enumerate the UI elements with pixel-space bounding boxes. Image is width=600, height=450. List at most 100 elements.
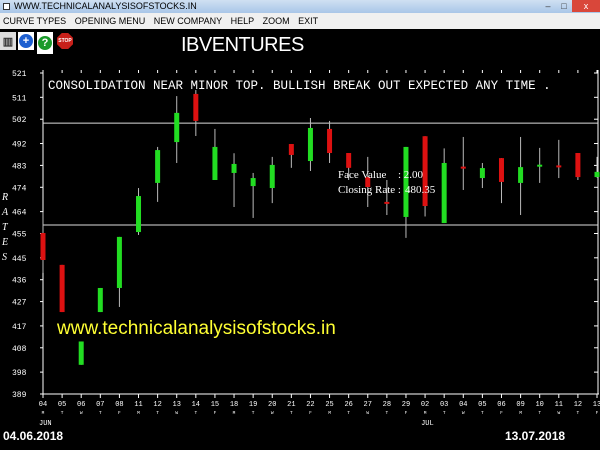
x-tick-label: 09 bbox=[516, 401, 524, 409]
weekday-label: F bbox=[596, 410, 599, 416]
y-axis-label-letter: T bbox=[2, 222, 9, 233]
x-tick-label: 21 bbox=[287, 401, 295, 409]
weekday-label: F bbox=[118, 410, 121, 416]
weekday-label: T bbox=[538, 410, 541, 416]
candle-body bbox=[193, 93, 199, 121]
candle-body bbox=[384, 201, 390, 204]
candle-body bbox=[97, 287, 103, 313]
x-tick-label: 12 bbox=[574, 401, 582, 409]
x-tick-label: 19 bbox=[249, 401, 257, 409]
book-icon[interactable]: ▥ bbox=[0, 32, 16, 50]
face-value: : 2.00 bbox=[398, 169, 424, 181]
x-tick-label: 06 bbox=[77, 401, 85, 409]
candle-body bbox=[575, 153, 581, 178]
x-tick-label: 27 bbox=[364, 401, 372, 409]
weekday-label: M bbox=[137, 410, 140, 416]
help-icon[interactable]: ? bbox=[37, 32, 53, 54]
closing-rate: 480.35 bbox=[405, 184, 436, 196]
weekday-label: W bbox=[557, 410, 560, 416]
candle-body bbox=[231, 163, 237, 173]
y-tick-label: 474 bbox=[12, 184, 27, 193]
x-tick-label: 08 bbox=[115, 401, 123, 409]
weekday-label: T bbox=[252, 410, 255, 416]
minimize-button[interactable]: – bbox=[545, 1, 551, 11]
weekday-label: M bbox=[42, 410, 45, 416]
chart-title: CONSOLIDATION NEAR MINOR TOP. BULLISH BR… bbox=[48, 79, 551, 93]
y-axis-label-letter: E bbox=[1, 237, 8, 248]
weekday-label: T bbox=[443, 410, 446, 416]
x-tick-label: 28 bbox=[383, 401, 391, 409]
weekday-label: T bbox=[290, 410, 293, 416]
candle-body bbox=[78, 341, 84, 365]
app-icon bbox=[3, 3, 10, 10]
x-tick-label: 13 bbox=[593, 401, 600, 409]
close-button[interactable]: x bbox=[572, 0, 600, 12]
y-axis-label-letter: A bbox=[1, 207, 9, 218]
candle-body bbox=[365, 177, 371, 188]
candle-body bbox=[59, 264, 65, 313]
menu-opening-menu[interactable]: OPENING MENU bbox=[74, 16, 146, 26]
weekday-label: F bbox=[309, 410, 312, 416]
menu-curve-types[interactable]: CURVE TYPES bbox=[3, 16, 67, 26]
x-tick-label: 22 bbox=[306, 401, 314, 409]
menu-help[interactable]: HELP bbox=[230, 16, 255, 26]
candle-body bbox=[346, 153, 352, 168]
closing-rate-label: Closing Rate : bbox=[338, 184, 401, 196]
x-tick-label: 14 bbox=[192, 401, 200, 409]
window-title: WWW.TECHNICALANALYSISOFSTOCKS.IN bbox=[14, 1, 197, 11]
weekday-label: W bbox=[80, 410, 83, 416]
end-date: 13.07.2018 bbox=[505, 429, 566, 443]
candle-body bbox=[460, 166, 466, 169]
x-tick-label: 04 bbox=[459, 401, 467, 409]
weekday-label: W bbox=[175, 410, 178, 416]
y-tick-label: 511 bbox=[12, 94, 27, 103]
weekday-label: M bbox=[519, 410, 522, 416]
x-tick-label: 03 bbox=[440, 401, 448, 409]
y-tick-label: 389 bbox=[12, 391, 27, 400]
candle-body bbox=[40, 233, 46, 261]
watermark: www.technicalanalysisofstocks.in bbox=[56, 318, 336, 339]
weekday-label: M bbox=[233, 410, 236, 416]
candle-body bbox=[307, 127, 313, 162]
y-tick-label: 445 bbox=[12, 255, 27, 264]
y-tick-label: 398 bbox=[12, 369, 27, 378]
y-tick-label: 436 bbox=[12, 277, 27, 286]
x-tick-label: 04 bbox=[39, 401, 47, 409]
stop-icon[interactable]: STOP bbox=[57, 32, 73, 50]
x-tick-label: 20 bbox=[268, 401, 276, 409]
candle-body bbox=[155, 150, 161, 183]
y-axis-label-letter: R bbox=[1, 192, 8, 203]
menu-bar: CURVE TYPES OPENING MENU NEW COMPANY HEL… bbox=[0, 13, 600, 29]
face-value-label: Face Value bbox=[338, 169, 386, 181]
x-tick-label: 11 bbox=[134, 401, 142, 409]
menu-zoom[interactable]: ZOOM bbox=[262, 16, 290, 26]
weekday-label: W bbox=[366, 410, 369, 416]
candle-body bbox=[174, 112, 180, 143]
y-axis-label-letter: S bbox=[2, 252, 7, 263]
x-tick-label: 05 bbox=[478, 401, 486, 409]
x-tick-label: 13 bbox=[173, 401, 181, 409]
weekday-label: T bbox=[347, 410, 350, 416]
x-tick-label: 05 bbox=[58, 401, 66, 409]
candle-body bbox=[498, 158, 504, 182]
candle-body bbox=[116, 236, 122, 288]
y-tick-label: 455 bbox=[12, 231, 27, 240]
weekday-label: F bbox=[405, 410, 408, 416]
month-label: JUL bbox=[421, 420, 434, 428]
x-tick-label: 25 bbox=[325, 401, 333, 409]
maximize-button[interactable]: □ bbox=[561, 1, 567, 11]
x-tick-label: 26 bbox=[344, 401, 352, 409]
plus-icon[interactable]: + bbox=[18, 32, 34, 50]
weekday-label: T bbox=[577, 410, 580, 416]
x-tick-label: 12 bbox=[153, 401, 161, 409]
y-tick-label: 483 bbox=[12, 162, 27, 171]
y-tick-label: 502 bbox=[12, 116, 27, 125]
start-date: 04.06.2018 bbox=[3, 429, 64, 443]
y-tick-label: 427 bbox=[12, 299, 27, 308]
candle-body bbox=[422, 136, 428, 207]
menu-exit[interactable]: EXIT bbox=[298, 16, 319, 26]
weekday-label: F bbox=[214, 410, 217, 416]
weekday-label: T bbox=[156, 410, 159, 416]
menu-new-company[interactable]: NEW COMPANY bbox=[153, 16, 223, 26]
